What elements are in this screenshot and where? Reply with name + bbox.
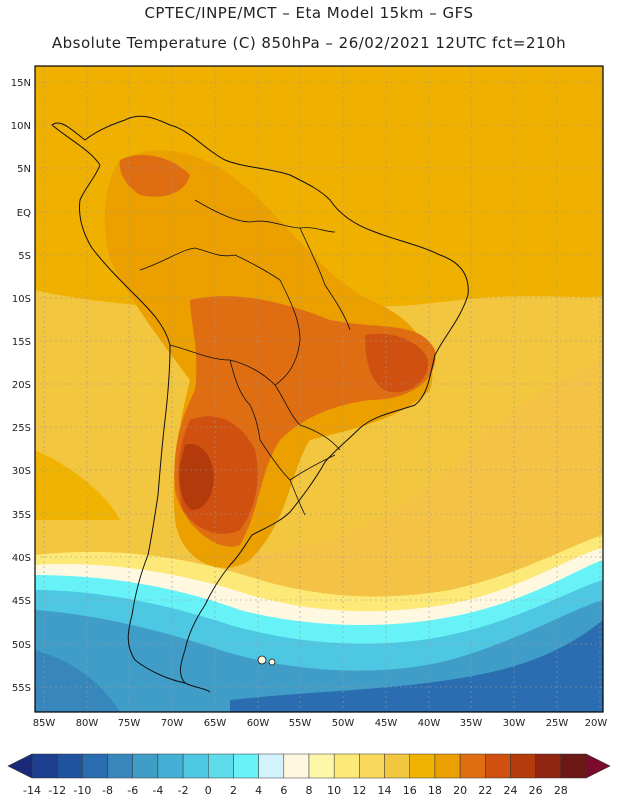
- cold-core: [230, 620, 603, 712]
- colorbar-cell: [485, 753, 511, 779]
- lon-label: 80W: [76, 718, 99, 729]
- lon-label: 70W: [161, 718, 184, 729]
- colorbar-cell: [510, 753, 536, 779]
- colorbar-cell: [157, 753, 184, 779]
- colorbar-cell: [308, 753, 335, 779]
- lon-label: 35W: [460, 718, 483, 729]
- colorbar-label: 22: [478, 784, 492, 797]
- colorbar-cell: [459, 753, 486, 779]
- colorbar-under-arrow: [7, 753, 33, 779]
- lat-label: 10N: [11, 121, 31, 132]
- cold-west: [35, 650, 120, 712]
- northeast-hot: [365, 333, 429, 393]
- colorbar-label: 14: [378, 784, 392, 797]
- colorbar-label: -8: [102, 784, 113, 797]
- colorbar-cell: [208, 753, 234, 779]
- lon-label: 45W: [375, 718, 398, 729]
- colorbar-cell: [56, 753, 83, 779]
- colorbar: -14 -12 -10 -8 -6 -4 -2 0 2 4 6 8 10 12 14 16 18 20 22 24 26…: [7, 753, 611, 797]
- lat-label: 40S: [12, 553, 31, 564]
- colorbar-cell: [384, 753, 410, 779]
- lat-label: 20S: [12, 380, 31, 391]
- colorbar-label: -4: [152, 784, 163, 797]
- map-title: CPTEC/INPE/MCT – Eta Model 15km – GFS: [144, 4, 474, 22]
- lon-label: 50W: [332, 718, 355, 729]
- colorbar-label: 2: [230, 784, 237, 797]
- lat-label: EQ: [17, 208, 31, 219]
- colorbar-cell: [283, 753, 310, 779]
- lon-label: 75W: [118, 718, 141, 729]
- venezuela-hot: [119, 155, 190, 197]
- longitude-axis: 85W 80W 75W 70W 65W 60W 55W 50W 45W 40W …: [33, 718, 608, 729]
- colorbar-cell: [535, 753, 562, 779]
- lon-label: 85W: [33, 718, 56, 729]
- colorbar-label: 12: [352, 784, 366, 797]
- lat-label: 50S: [12, 640, 31, 651]
- latitude-axis: 15N 10N 5N EQ 5S 10S 15S 20S 25S 30S 35S…: [11, 78, 31, 694]
- colorbar-label: -14: [23, 784, 41, 797]
- colorbar-label: 24: [503, 784, 517, 797]
- colorbar-label: -6: [127, 784, 138, 797]
- colorbar-over-arrow: [585, 753, 611, 779]
- colorbar-label: 0: [205, 784, 212, 797]
- lon-label: 40W: [418, 718, 441, 729]
- colorbar-label: 28: [554, 784, 568, 797]
- pacific-warm: [35, 450, 120, 520]
- falkland-islands: [257, 655, 267, 665]
- lon-label: 55W: [289, 718, 312, 729]
- colorbar-cell: [434, 753, 461, 779]
- lat-label: 5N: [17, 164, 31, 175]
- colorbar-cell: [132, 753, 159, 779]
- colorbar-label: 16: [403, 784, 417, 797]
- colorbar-label: 26: [529, 784, 543, 797]
- colorbar-cell: [359, 753, 385, 779]
- colorbar-label: 6: [280, 784, 287, 797]
- lat-label: 10S: [12, 294, 31, 305]
- south-america-coastline: [51, 115, 469, 693]
- lon-label: 60W: [247, 718, 270, 729]
- lon-label: 25W: [546, 718, 569, 729]
- map-subtitle: Absolute Temperature (C) 850hPa – 26/02/…: [51, 34, 567, 52]
- colorbar-label: -10: [73, 784, 91, 797]
- lat-label: 30S: [12, 466, 31, 477]
- colorbar-cell: [333, 753, 360, 779]
- lon-label: 20W: [585, 718, 608, 729]
- colorbar-label: 8: [306, 784, 313, 797]
- lon-label: 65W: [204, 718, 227, 729]
- lat-label: 35S: [12, 510, 31, 521]
- colorbar-cell: [409, 753, 436, 779]
- falkland-islands-east: [268, 658, 276, 666]
- lat-label: 55S: [12, 683, 31, 694]
- colorbar-label: -12: [48, 784, 66, 797]
- colorbar-cell: [233, 753, 259, 779]
- colorbar-label: 4: [255, 784, 262, 797]
- plot-frame: [34, 65, 604, 713]
- lat-label: 15N: [11, 78, 31, 89]
- colorbar-cell: [107, 753, 133, 779]
- colorbar-label: -2: [178, 784, 189, 797]
- lat-label: 45S: [12, 596, 31, 607]
- colorbar-cell: [31, 753, 58, 779]
- colorbar-label: 20: [453, 784, 467, 797]
- colorbar-label: 10: [327, 784, 341, 797]
- lon-label: 30W: [503, 718, 526, 729]
- lat-label: 5S: [18, 251, 31, 262]
- colorbar-cell: [560, 753, 587, 779]
- lat-label: 15S: [12, 337, 31, 348]
- lat-label: 25S: [12, 423, 31, 434]
- colorbar-cell: [82, 753, 108, 779]
- colorbar-cell: [258, 753, 285, 779]
- colorbar-cell: [182, 753, 209, 779]
- colorbar-label: 18: [428, 784, 442, 797]
- hottest-core: [179, 444, 214, 510]
- country-borders: [139, 199, 351, 516]
